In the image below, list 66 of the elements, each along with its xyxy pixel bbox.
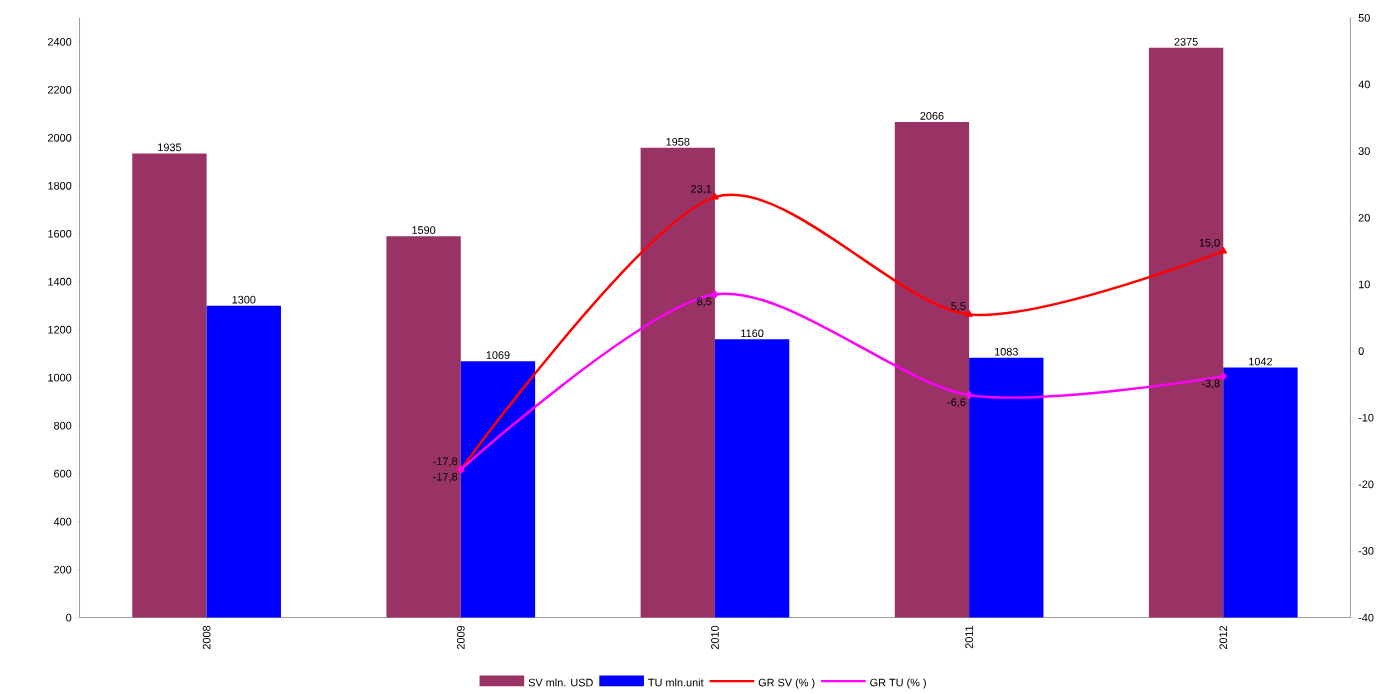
data-label: -6,6 [947,398,966,408]
y2-tick-label: 40 [1358,80,1370,89]
point [965,390,973,400]
y2-tick-label: -30 [1358,547,1374,555]
data-label: 1160 [741,329,764,338]
point [965,309,974,317]
point [1219,371,1227,381]
y-tick-label: 0 [66,613,72,622]
legend-label: GR TU (% ) [870,678,926,689]
y-tick-label: 800 [54,421,72,430]
y-tick-label: 1400 [48,277,72,286]
legend-label: SV mln. USD [528,678,593,687]
bar [714,339,790,618]
x-tick-label: 2010 [711,625,719,650]
data-label: 1069 [486,351,510,359]
y-tick-label: 200 [54,565,72,574]
data-label: 2066 [920,112,944,120]
x-tick-label: 2009 [456,625,465,650]
y2-tick-label: -40 [1358,613,1374,622]
data-label: 1590 [412,226,436,235]
data-label: -3,8 [1201,379,1220,389]
data-label: 1935 [158,143,182,152]
y2-tick-label: 20 [1358,213,1370,222]
y-tick-label: 1000 [48,373,72,382]
legend-label: GR SV (% ) [758,678,815,689]
y2-tick-label: 50 [1358,14,1370,22]
y-tick-label: 2400 [48,38,72,46]
y2-tick-label: 30 [1358,147,1370,156]
bar [1223,367,1298,618]
bar [132,153,207,618]
data-label: 23,1 [691,184,712,194]
bar [206,305,281,618]
data-label: -17,8 [433,472,458,482]
y-tick-label: 2000 [48,133,72,142]
data-label: -17,8 [433,457,458,467]
point [711,289,719,299]
x-tick-label: 2011 [965,625,973,649]
data-label: 8,5 [697,297,712,307]
data-label: 1958 [666,138,690,146]
y2-tick-label: -10 [1358,413,1374,422]
y2-tick-label: -20 [1358,480,1374,489]
data-label: 1042 [1249,357,1273,366]
point [1219,246,1228,254]
bar [640,147,715,618]
x-tick-label: 2008 [202,625,211,650]
y-tick-label: 1800 [48,181,72,190]
y-tick-label: 1600 [48,229,72,238]
bar [969,357,1044,618]
x-tick-label: 2012 [1219,625,1228,650]
y-tick-label: 400 [53,517,72,526]
y2-tick-label: 10 [1359,280,1370,289]
bar [1148,47,1224,618]
y-tick-label: 2200 [48,85,72,94]
data-label: 1083 [994,347,1018,356]
y-tick-label: 600 [54,469,72,478]
data-label: 2375 [1174,37,1198,46]
bar [386,236,461,618]
bar [460,361,536,618]
y2-tick-label: 0 [1358,347,1364,355]
legend-label: TU mln.unit [648,678,704,687]
point [711,192,719,200]
y-tick-label: 1200 [48,325,72,334]
data-label: 1300 [232,295,256,304]
data-label: 15,0 [1199,238,1220,248]
bar [894,122,970,618]
data-label: 5,5 [951,302,966,312]
